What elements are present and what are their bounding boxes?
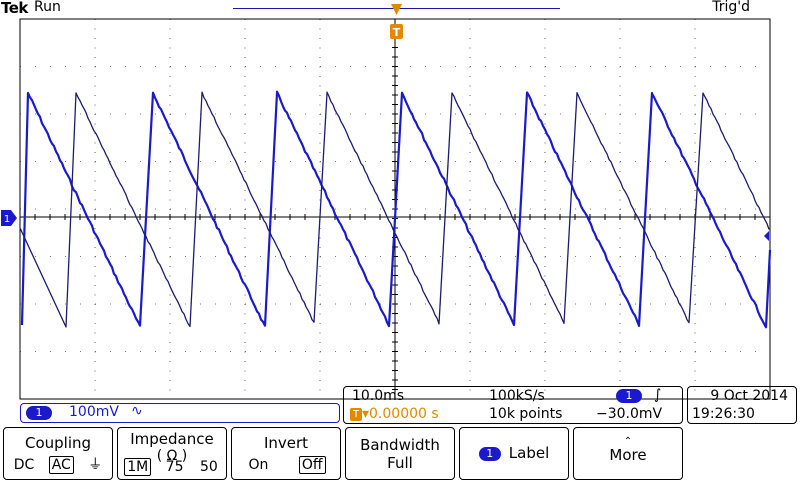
coupling-ac-option[interactable]: AC xyxy=(48,456,74,474)
time-per-division: 10.0ms xyxy=(352,388,405,404)
invert-label: Invert xyxy=(263,434,309,452)
invert-button[interactable]: Invert On Off xyxy=(231,427,341,480)
coupling-label: Coupling xyxy=(24,434,92,452)
trigger-position-marker[interactable]: T xyxy=(390,4,403,39)
invert-off-option[interactable]: Off xyxy=(298,456,326,474)
trigger-status: Trig'd xyxy=(712,0,750,15)
bandwidth-value: Full xyxy=(387,454,413,472)
impedance-label: Impedance xyxy=(130,430,214,448)
more-label: More xyxy=(609,446,647,464)
brand-logo: Tek xyxy=(1,0,28,17)
channel1-readout[interactable]: 1 100mV ∿ xyxy=(20,403,340,423)
horizontal-delay: T ▾0.00000 s xyxy=(350,406,439,422)
waveform-trace-secondary xyxy=(19,91,770,328)
waveform-display[interactable]: T 1 xyxy=(0,0,800,400)
impedance-button[interactable]: Impedance ( Ω ) 1M 75 50 xyxy=(117,427,227,480)
delay-t-icon: T xyxy=(350,408,362,421)
more-button[interactable]: ⌃ More xyxy=(573,427,683,480)
waveform-traces xyxy=(19,90,772,329)
bandwidth-label: Bandwidth xyxy=(360,436,440,454)
channel1-scale: 100mV xyxy=(69,404,119,420)
coupling-dc-option[interactable]: DC xyxy=(13,457,35,473)
invert-on-option[interactable]: On xyxy=(248,457,269,473)
record-length: 10k points xyxy=(489,406,563,422)
channel1-badge: 1 xyxy=(26,406,52,420)
trigger-source-badge: 1 xyxy=(616,389,642,403)
bandwidth-button[interactable]: Bandwidth Full xyxy=(345,427,455,480)
sample-rate: 100kS/s xyxy=(489,388,545,404)
impedance-unit: ( Ω ) xyxy=(156,448,188,464)
impedance-75-option[interactable]: 75 xyxy=(165,459,184,475)
impedance-50-option[interactable]: 50 xyxy=(199,459,218,475)
acquisition-state: Run xyxy=(34,0,61,15)
svg-text:T: T xyxy=(393,26,401,39)
waveform-trace xyxy=(20,90,772,329)
svg-text:1: 1 xyxy=(4,214,10,225)
rising-edge-icon: ∫ xyxy=(654,387,662,403)
more-caret-icon: ⌃ xyxy=(623,436,633,447)
bandwidth-limit-icon: ∿ xyxy=(131,403,143,419)
delay-value: ▾0.00000 s xyxy=(362,406,439,422)
trigger-level-marker[interactable] xyxy=(764,231,769,241)
timebase-readout[interactable]: 10.0ms 100kS/s T ▾0.00000 s 10k points 1 … xyxy=(343,386,683,424)
impedance-1m-option[interactable]: 1M xyxy=(124,458,152,476)
label-title: 1 Label xyxy=(460,444,568,462)
label-button[interactable]: 1 Label xyxy=(459,427,569,480)
channel1-ground-marker[interactable]: 1 xyxy=(1,210,17,226)
datetime-readout: 9 Oct 2014 19:26:30 xyxy=(687,386,797,424)
coupling-ground-icon[interactable]: ⏚ xyxy=(88,457,103,473)
time-display: 19:26:30 xyxy=(692,406,755,422)
trigger-level: −30.0mV xyxy=(596,406,663,422)
label-channel-badge: 1 xyxy=(478,447,501,461)
label-text: Label xyxy=(508,444,550,462)
coupling-button[interactable]: Coupling DC AC ⏚ xyxy=(3,427,113,480)
date-display: 9 Oct 2014 xyxy=(710,388,788,404)
